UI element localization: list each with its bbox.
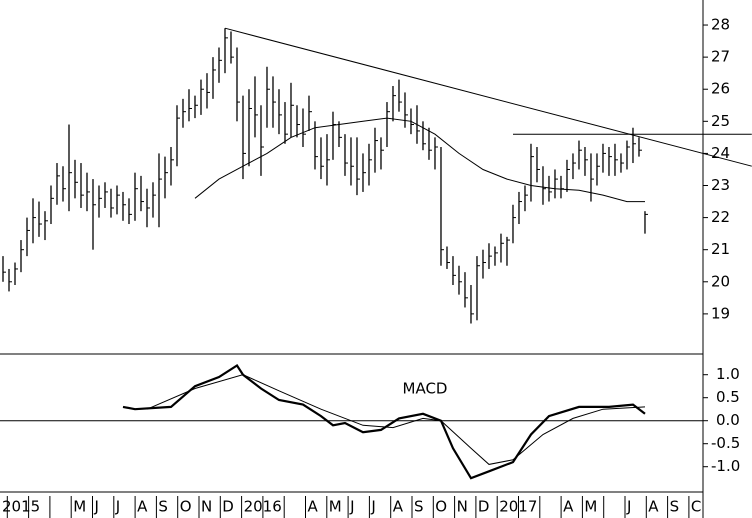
x-tick-label: A xyxy=(563,498,574,516)
x-tick-label: A xyxy=(308,498,319,516)
x-tick-label: S xyxy=(158,498,168,516)
x-tick-label: C xyxy=(691,498,701,516)
x-tick-label: O xyxy=(180,498,192,516)
x-tick-label: M xyxy=(584,498,597,516)
y-tick-label: -0.5 xyxy=(711,434,740,452)
panel-title: MACD xyxy=(403,380,448,398)
x-tick-label: M xyxy=(329,498,342,516)
x-tick-label: S xyxy=(670,498,680,516)
y-tick-label: 0.5 xyxy=(716,388,740,406)
x-tick-label: S xyxy=(414,498,424,516)
y-tick-label: 26 xyxy=(711,80,730,98)
x-tick-label: J xyxy=(626,498,631,516)
x-tick-label: M xyxy=(73,498,86,516)
y-tick-label: 21 xyxy=(711,240,730,258)
y-tick-label: 28 xyxy=(711,16,730,34)
y-tick-label: 19 xyxy=(711,304,730,322)
y-tick-label: 1.0 xyxy=(716,365,740,383)
x-tick-label: A xyxy=(648,498,659,516)
moving-average xyxy=(194,117,645,203)
x-tick-label: D xyxy=(222,498,234,516)
y-tick-label: 27 xyxy=(711,48,730,66)
x-tick-label: J xyxy=(349,498,354,516)
y-tick-label: 23 xyxy=(711,176,730,194)
x-tick-label: A xyxy=(393,498,404,516)
x-tick-label: D xyxy=(478,498,490,516)
y-tick-label: 25 xyxy=(711,112,730,130)
y-tick-label: -1.0 xyxy=(711,457,740,475)
series-line xyxy=(146,374,646,465)
series-line xyxy=(122,363,646,480)
y-tick-label: 0.0 xyxy=(716,411,740,429)
y-tick-label: 22 xyxy=(711,208,730,226)
trendline xyxy=(224,27,752,167)
x-tick-label: J xyxy=(370,498,375,516)
x-tick-label: A xyxy=(137,498,148,516)
x-tick-label: N xyxy=(457,498,468,516)
x-tick-label: N xyxy=(201,498,212,516)
x-tick-label: O xyxy=(435,498,447,516)
x-tick-label: 2015 xyxy=(2,498,40,516)
x-tick-label: J xyxy=(94,498,99,516)
y-tick-label: 24 xyxy=(711,144,730,162)
x-tick-label: J xyxy=(115,498,120,516)
y-tick-label: 20 xyxy=(711,272,730,290)
